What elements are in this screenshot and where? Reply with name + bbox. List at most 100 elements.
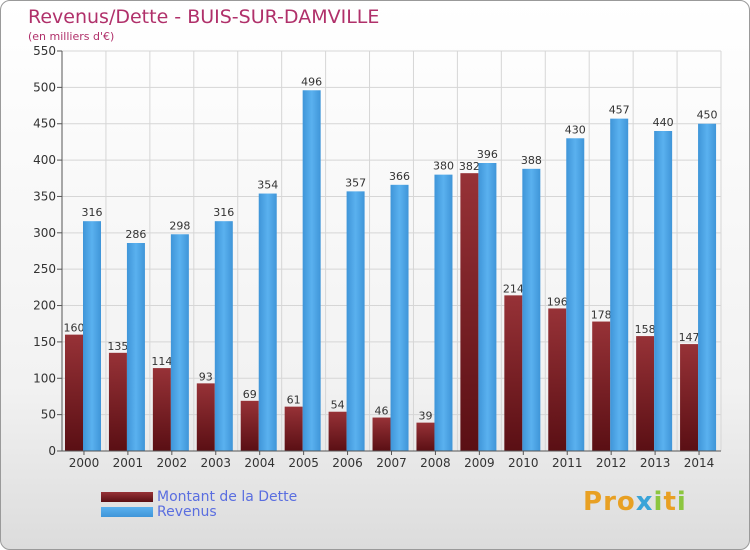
revenue-data-label: 388 bbox=[521, 154, 542, 167]
x-tick-label: 2011 bbox=[552, 456, 583, 470]
debt-data-label: 54 bbox=[331, 399, 345, 412]
y-tick-label: 400 bbox=[33, 153, 56, 167]
x-tick-label: 2012 bbox=[596, 456, 627, 470]
debt-data-label: 46 bbox=[375, 405, 389, 418]
revenue-bar bbox=[214, 221, 233, 451]
legend-swatch-debt bbox=[101, 492, 153, 502]
debt-data-label: 160 bbox=[64, 322, 85, 335]
y-tick-label: 0 bbox=[48, 444, 56, 458]
bar-layer: 160 316 135 286 114 298 93 316 69 354 61 496 54 357 46… bbox=[64, 75, 718, 452]
revenue-bar bbox=[522, 168, 541, 451]
x-tick-label: 2009 bbox=[464, 456, 495, 470]
logo-letter: i bbox=[653, 487, 664, 517]
revenue-data-label: 496 bbox=[301, 75, 322, 88]
debt-bar bbox=[196, 383, 215, 451]
logo-letter: t bbox=[663, 487, 677, 517]
debt-bar bbox=[284, 406, 303, 451]
revenue-bar bbox=[258, 193, 277, 451]
revenue-data-label: 298 bbox=[169, 219, 190, 232]
logo-letter: i bbox=[676, 487, 687, 517]
legend-swatch-revenue bbox=[101, 507, 153, 517]
proxiti-logo: Proxiti bbox=[583, 487, 687, 517]
revenue-bar bbox=[654, 131, 673, 451]
revenue-data-label: 316 bbox=[213, 206, 234, 219]
debt-data-label: 93 bbox=[199, 370, 213, 383]
debt-data-label: 135 bbox=[107, 340, 128, 353]
logo-letter: x bbox=[635, 487, 654, 517]
debt-bar bbox=[636, 336, 655, 451]
x-tick-label: 2006 bbox=[332, 456, 363, 470]
debt-data-label: 147 bbox=[679, 331, 700, 344]
y-tick-label: 550 bbox=[33, 44, 56, 58]
debt-bar bbox=[152, 368, 171, 451]
legend-item-debt: Montant de la Dette bbox=[101, 489, 297, 505]
debt-data-label: 196 bbox=[547, 295, 568, 308]
revenue-bar bbox=[566, 138, 585, 452]
y-tick-label: 200 bbox=[33, 299, 56, 313]
revenue-bar bbox=[302, 90, 321, 451]
x-tick-label: 2008 bbox=[420, 456, 451, 470]
revenue-data-label: 430 bbox=[565, 123, 586, 136]
debt-data-label: 178 bbox=[591, 309, 612, 322]
y-tick-label: 450 bbox=[33, 117, 56, 131]
x-tick-label: 2014 bbox=[684, 456, 715, 470]
debt-bar bbox=[504, 295, 523, 451]
debt-bar bbox=[240, 400, 259, 451]
revenue-bar bbox=[83, 221, 101, 451]
debt-bar bbox=[108, 352, 127, 451]
y-tick-label: 500 bbox=[33, 80, 56, 94]
logo-text: Proxiti bbox=[583, 487, 687, 517]
x-tick-label: 2013 bbox=[640, 456, 671, 470]
revenue-data-label: 286 bbox=[125, 228, 146, 241]
logo-letter: o bbox=[616, 487, 636, 517]
chart-title: Revenus/Dette - BUIS-SUR-DAMVILLE bbox=[28, 6, 380, 28]
revenue-data-label: 380 bbox=[433, 160, 454, 173]
debt-bar bbox=[592, 321, 611, 451]
revenue-data-label: 316 bbox=[82, 206, 103, 219]
logo-letter: r bbox=[603, 487, 617, 517]
axis-layer: 0 50 100 150 200 250 300 350 400 450 500 550 2000 200… bbox=[33, 44, 721, 470]
debt-bar bbox=[416, 422, 435, 451]
debt-bar bbox=[328, 411, 347, 451]
x-tick-label: 2010 bbox=[508, 456, 539, 470]
revenue-data-label: 440 bbox=[653, 116, 674, 129]
x-tick-label: 2007 bbox=[376, 456, 407, 470]
revenue-data-label: 366 bbox=[389, 170, 410, 183]
revenue-data-label: 357 bbox=[345, 176, 366, 189]
debt-data-label: 382 bbox=[459, 160, 480, 173]
revenue-bar bbox=[610, 118, 629, 452]
debt-data-label: 69 bbox=[243, 388, 257, 401]
logo-letter: P bbox=[583, 487, 604, 517]
revenue-bar bbox=[390, 184, 409, 451]
debt-bar bbox=[548, 308, 567, 451]
debt-bar bbox=[372, 417, 391, 451]
x-tick-label: 2004 bbox=[244, 456, 275, 470]
x-tick-label: 2003 bbox=[200, 456, 231, 470]
debt-data-label: 114 bbox=[151, 355, 172, 368]
legend-item-revenue: Revenus bbox=[101, 504, 217, 520]
revenue-bar bbox=[170, 234, 189, 451]
y-tick-label: 150 bbox=[33, 335, 56, 349]
revenue-bar bbox=[698, 123, 717, 452]
x-tick-label: 2005 bbox=[288, 456, 319, 470]
y-tick-label: 350 bbox=[33, 189, 56, 203]
legend-label-debt: Montant de la Dette bbox=[157, 489, 298, 505]
revenue-data-label: 396 bbox=[477, 148, 498, 161]
revenue-bar bbox=[346, 191, 365, 451]
revenue-bar bbox=[434, 174, 453, 452]
debt-bar bbox=[65, 334, 83, 451]
revenue-bar bbox=[126, 243, 145, 451]
debt-data-label: 214 bbox=[503, 282, 524, 295]
chart-subtitle: (en milliers d'€) bbox=[28, 30, 115, 43]
x-tick-label: 2000 bbox=[69, 456, 100, 470]
debt-data-label: 61 bbox=[287, 394, 301, 407]
x-tick-label: 2001 bbox=[113, 456, 144, 470]
y-tick-label: 100 bbox=[33, 371, 56, 385]
y-tick-label: 250 bbox=[33, 262, 56, 276]
revenue-data-label: 457 bbox=[609, 104, 630, 117]
debt-data-label: 39 bbox=[418, 410, 432, 423]
legend-label-revenue: Revenus bbox=[157, 504, 217, 520]
y-tick-label: 50 bbox=[41, 408, 56, 422]
